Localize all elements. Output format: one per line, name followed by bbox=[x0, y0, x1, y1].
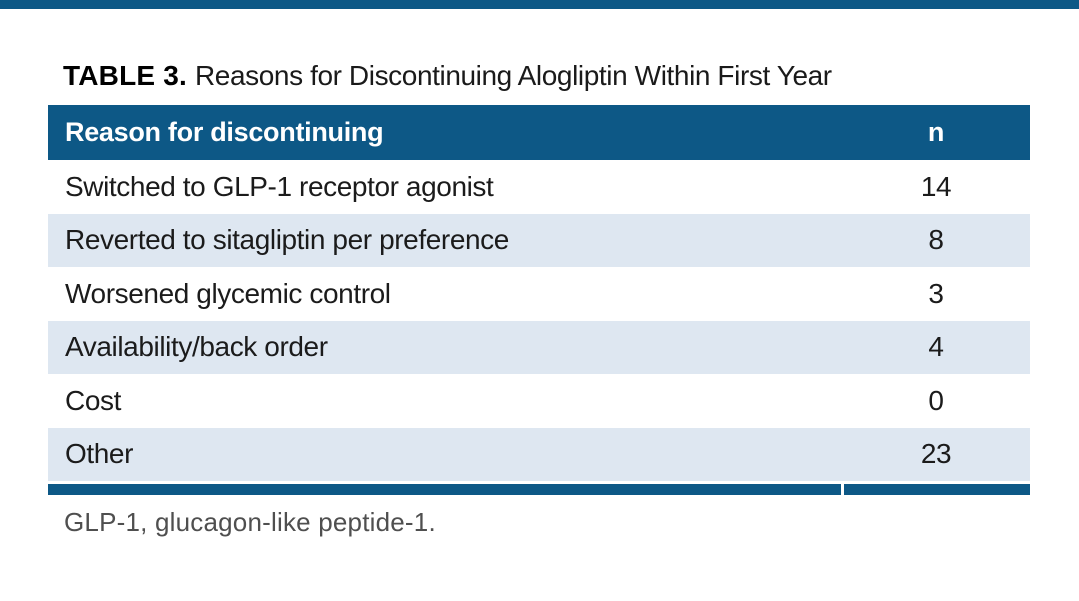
table-body: Switched to GLP-1 receptor agonist 14 Re… bbox=[48, 160, 1030, 481]
table-row: Availability/back order 4 bbox=[48, 320, 1030, 374]
n-cell: 0 bbox=[928, 384, 944, 416]
top-accent-bar bbox=[0, 0, 1079, 9]
table-header-row: Reason for discontinuing n bbox=[48, 105, 1030, 160]
n-cell: 4 bbox=[928, 331, 944, 363]
table-title-label: TABLE 3. bbox=[63, 60, 187, 91]
n-cell: 14 bbox=[920, 170, 952, 202]
column-header-n: n bbox=[927, 117, 945, 147]
reason-cell: Other bbox=[65, 438, 134, 470]
table-row: Cost 0 bbox=[48, 374, 1030, 428]
bottom-rule-gap bbox=[841, 484, 844, 495]
reason-cell: Worsened glycemic control bbox=[65, 277, 391, 309]
table-row: Other 23 bbox=[48, 427, 1030, 481]
reason-cell: Availability/back order bbox=[65, 331, 328, 363]
reason-cell: Cost bbox=[65, 384, 121, 416]
column-header-reason: Reason for discontinuing bbox=[65, 117, 384, 147]
bottom-rule-right-segment bbox=[844, 484, 1030, 495]
table-title: TABLE 3. Reasons for Discontinuing Alogli… bbox=[63, 59, 832, 93]
table-row: Reverted to sitagliptin per preference 8 bbox=[48, 213, 1030, 267]
table-bottom-rule bbox=[48, 484, 1030, 495]
n-cell: 8 bbox=[928, 224, 944, 256]
table-row: Worsened glycemic control 3 bbox=[48, 267, 1030, 321]
n-cell: 23 bbox=[920, 438, 952, 470]
table-row: Switched to GLP-1 receptor agonist 14 bbox=[48, 160, 1030, 214]
table-title-text: Reasons for Discontinuing Alogliptin Wit… bbox=[194, 60, 832, 91]
discontinuation-table: Reason for discontinuing n Switched to G… bbox=[48, 105, 1030, 495]
table-footnote: GLP-1, glucagon-like peptide-1. bbox=[64, 507, 436, 537]
reason-cell: Reverted to sitagliptin per preference bbox=[65, 224, 509, 256]
bottom-rule-left-segment bbox=[48, 484, 841, 495]
n-cell: 3 bbox=[928, 277, 944, 309]
reason-cell: Switched to GLP-1 receptor agonist bbox=[65, 170, 494, 202]
